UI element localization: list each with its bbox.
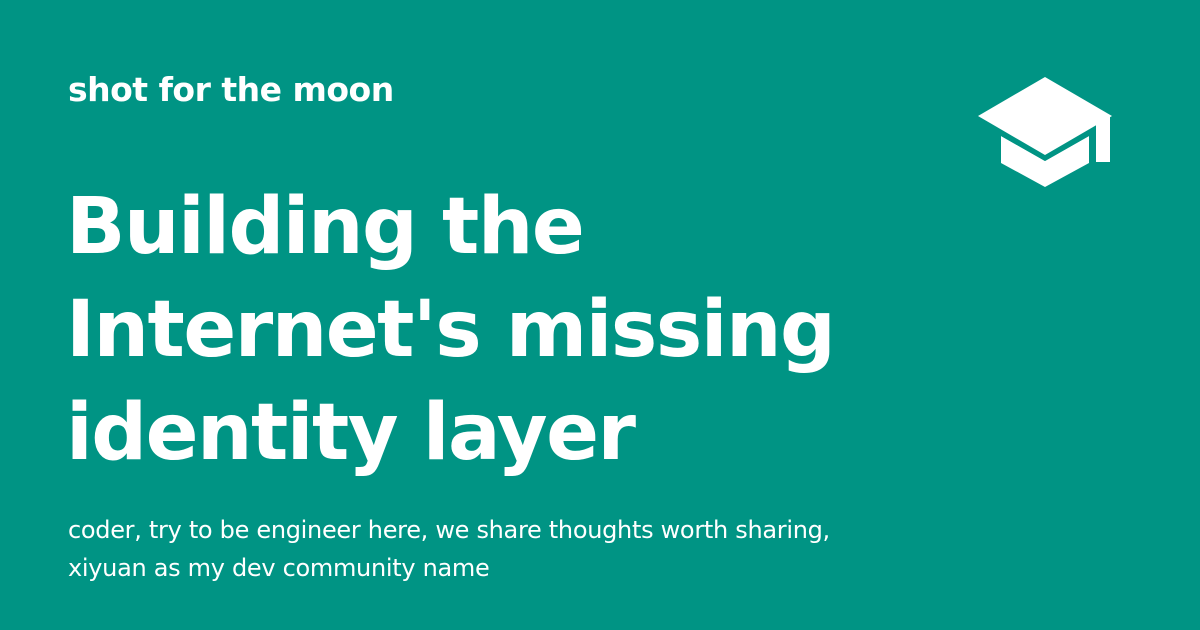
title-line: Internet's missing: [66, 285, 836, 375]
description-line: xiyuan as my dev community name: [68, 554, 490, 582]
site-description: coder, try to be engineer here, we share…: [68, 511, 968, 587]
description-line: coder, try to be engineer here, we share…: [68, 516, 830, 544]
post-title: Building the Internet's missing identity…: [66, 176, 946, 485]
title-line: identity layer: [66, 388, 636, 478]
site-name: shot for the moon: [68, 70, 394, 109]
graduation-cap-icon: [978, 77, 1112, 187]
title-line: Building the: [66, 182, 585, 272]
